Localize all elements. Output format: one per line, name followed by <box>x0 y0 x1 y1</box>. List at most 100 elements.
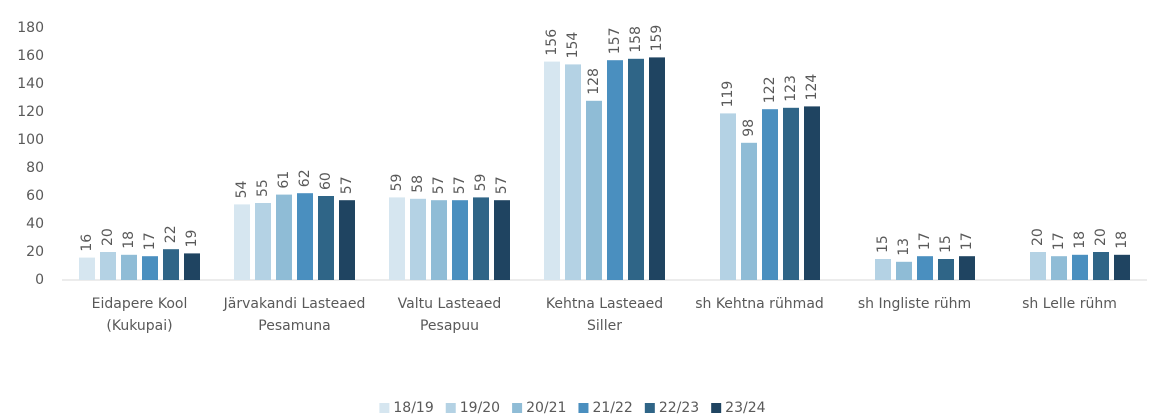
data-label: 123 <box>783 75 799 102</box>
x-tick-line: Kehtna Lasteaed <box>546 296 663 312</box>
x-tick-label: Eidapere Kool (Kukupai) <box>92 296 188 334</box>
bar <box>339 200 355 280</box>
x-tick-label: sh Lelle rühm <box>1022 296 1117 312</box>
x-tick-line: sh Kehtna rühmad <box>695 296 824 312</box>
bar <box>1072 254 1088 280</box>
x-tick-line: Eidapere Kool <box>92 296 188 312</box>
y-tick-label: 120 <box>17 104 44 120</box>
legend-swatch <box>379 403 390 413</box>
bar <box>100 252 116 280</box>
data-label: 57 <box>339 176 355 194</box>
bar <box>234 204 250 280</box>
data-label: 59 <box>389 174 405 192</box>
data-label: 17 <box>1051 232 1067 250</box>
bar <box>586 100 602 280</box>
data-label: 57 <box>494 176 510 194</box>
bar <box>938 259 954 280</box>
y-tick-label: 100 <box>17 132 44 148</box>
x-tick-line: Järvakandi Lasteaed <box>223 296 366 312</box>
x-tick-line: Pesamuna <box>258 318 330 334</box>
bar <box>896 261 912 280</box>
bar <box>318 196 334 280</box>
bar <box>1093 252 1109 280</box>
bar <box>607 60 623 281</box>
data-label: 15 <box>938 235 954 253</box>
bar <box>389 197 405 280</box>
bar <box>431 200 447 280</box>
bar <box>297 193 313 280</box>
bar <box>163 249 179 280</box>
bar <box>917 256 933 280</box>
bar <box>142 256 158 280</box>
data-label: 16 <box>79 234 95 252</box>
data-label: 15 <box>875 235 891 253</box>
x-tick-line: Valtu Lasteaed <box>398 296 502 312</box>
legend-item: 20/21 <box>512 400 566 416</box>
x-tick-label: sh Kehtna rühmad <box>695 296 824 312</box>
data-label: 62 <box>297 169 313 187</box>
data-label: 55 <box>255 179 271 197</box>
data-label: 119 <box>720 81 736 108</box>
data-label: 17 <box>917 232 933 250</box>
legend-item: 21/22 <box>578 400 633 416</box>
x-tick-label: Järvakandi Lasteaed Pesamuna <box>223 296 366 334</box>
data-label: 124 <box>804 74 820 101</box>
legend-label: 23/24 <box>725 400 765 416</box>
y-tick-label: 160 <box>17 48 44 64</box>
bar <box>184 253 200 280</box>
bar <box>959 256 975 280</box>
y-tick-label: 80 <box>26 160 44 176</box>
data-label: 60 <box>318 172 334 190</box>
y-tick-label: 180 <box>17 20 44 36</box>
data-label: 157 <box>607 27 623 54</box>
x-tick-label: sh Ingliste rühm <box>858 296 971 312</box>
bar <box>565 64 581 281</box>
bar <box>1051 256 1067 280</box>
legend-label: 22/23 <box>659 400 699 416</box>
data-label: 57 <box>431 176 447 194</box>
data-label: 59 <box>473 174 489 192</box>
data-label: 13 <box>896 238 912 256</box>
data-label: 20 <box>100 228 116 246</box>
data-label: 17 <box>142 232 158 250</box>
legend-label: 20/21 <box>526 400 566 416</box>
bar <box>255 203 271 280</box>
data-label: 61 <box>276 171 292 189</box>
legend-item: 18/19 <box>379 400 434 416</box>
y-tick-label: 40 <box>26 216 44 232</box>
legend-label: 21/22 <box>592 400 632 416</box>
legend-swatch <box>644 403 655 413</box>
data-label: 22 <box>163 225 179 243</box>
bar <box>544 61 560 280</box>
bar <box>875 259 891 280</box>
bar <box>628 58 644 280</box>
x-tick-line: sh Ingliste rühm <box>858 296 971 312</box>
bar <box>1030 252 1046 280</box>
data-label: 17 <box>959 232 975 250</box>
y-tick-label: 20 <box>26 244 44 260</box>
bar <box>762 109 778 280</box>
bar <box>649 57 665 281</box>
data-label: 18 <box>1114 231 1130 249</box>
data-label: 159 <box>649 25 665 52</box>
legend-swatch <box>578 403 589 413</box>
legend-item: 22/23 <box>644 400 699 416</box>
legend-label: 18/19 <box>393 400 433 416</box>
legend-item: 23/24 <box>711 400 766 416</box>
bar <box>804 106 820 281</box>
x-tick-label: Valtu Lasteaed Pesapuu <box>398 296 502 334</box>
data-label: 122 <box>762 76 778 103</box>
bar <box>1114 254 1130 280</box>
legend-swatch <box>711 403 722 413</box>
x-tick-line: Pesapuu <box>420 318 479 334</box>
data-label: 54 <box>234 180 250 198</box>
data-label: 154 <box>565 32 581 59</box>
data-label: 20 <box>1093 228 1109 246</box>
bar <box>473 197 489 280</box>
y-tick-label: 0 <box>35 272 44 288</box>
x-tick-line: sh Lelle rühm <box>1022 296 1117 312</box>
legend-label: 19/20 <box>460 400 500 416</box>
bar <box>121 254 137 280</box>
data-label: 20 <box>1030 228 1046 246</box>
bar <box>452 200 468 280</box>
